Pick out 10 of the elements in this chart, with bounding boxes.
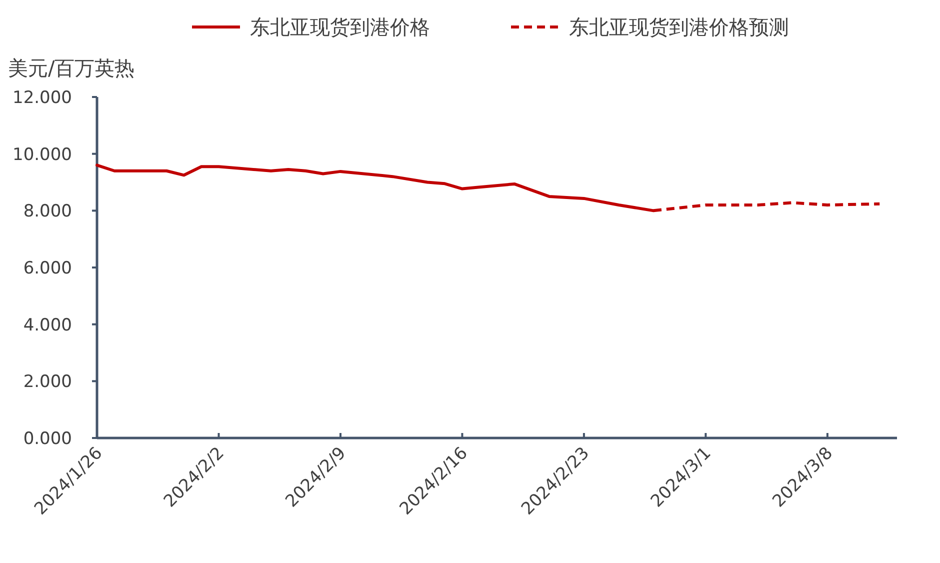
y-tick-label: 10.000 [12,144,72,165]
y-axis-title: 美元/百万英热 [8,56,135,80]
y-tick-label: 4.000 [23,315,72,336]
y-tick-label: 6.000 [23,258,72,278]
y-tick-label: 2.000 [23,372,72,392]
legend-label: 东北亚现货到港价格 [250,15,430,39]
y-tick-label: 0.000 [23,429,72,449]
legend-label: 东北亚现货到港价格预测 [569,15,789,39]
y-tick-label: 12.000 [12,88,72,108]
y-tick-label: 8.000 [23,202,72,222]
